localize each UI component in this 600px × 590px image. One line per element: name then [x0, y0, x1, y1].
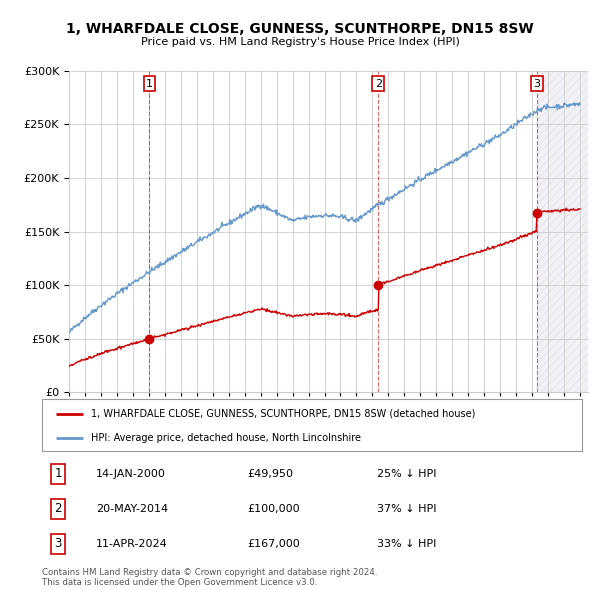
Text: 37% ↓ HPI: 37% ↓ HPI [377, 504, 436, 514]
Bar [536, 71, 588, 392]
Text: 2: 2 [375, 79, 382, 89]
Text: 2: 2 [55, 502, 62, 516]
Text: 20-MAY-2014: 20-MAY-2014 [96, 504, 168, 514]
Text: 3: 3 [533, 79, 540, 89]
Text: Price paid vs. HM Land Registry's House Price Index (HPI): Price paid vs. HM Land Registry's House … [140, 37, 460, 47]
Text: 14-JAN-2000: 14-JAN-2000 [96, 469, 166, 479]
Text: 3: 3 [55, 537, 62, 550]
Text: 33% ↓ HPI: 33% ↓ HPI [377, 539, 436, 549]
Text: HPI: Average price, detached house, North Lincolnshire: HPI: Average price, detached house, Nort… [91, 434, 361, 443]
Text: 25% ↓ HPI: 25% ↓ HPI [377, 469, 436, 479]
Text: 11-APR-2024: 11-APR-2024 [96, 539, 168, 549]
Text: £100,000: £100,000 [247, 504, 300, 514]
Text: £167,000: £167,000 [247, 539, 300, 549]
Text: 1, WHARFDALE CLOSE, GUNNESS, SCUNTHORPE, DN15 8SW (detached house): 1, WHARFDALE CLOSE, GUNNESS, SCUNTHORPE,… [91, 409, 475, 419]
Text: 1, WHARFDALE CLOSE, GUNNESS, SCUNTHORPE, DN15 8SW: 1, WHARFDALE CLOSE, GUNNESS, SCUNTHORPE,… [66, 22, 534, 36]
Text: Contains HM Land Registry data © Crown copyright and database right 2024.
This d: Contains HM Land Registry data © Crown c… [42, 568, 377, 587]
Text: £49,950: £49,950 [247, 469, 293, 479]
Text: 1: 1 [55, 467, 62, 480]
Text: 1: 1 [146, 79, 153, 89]
